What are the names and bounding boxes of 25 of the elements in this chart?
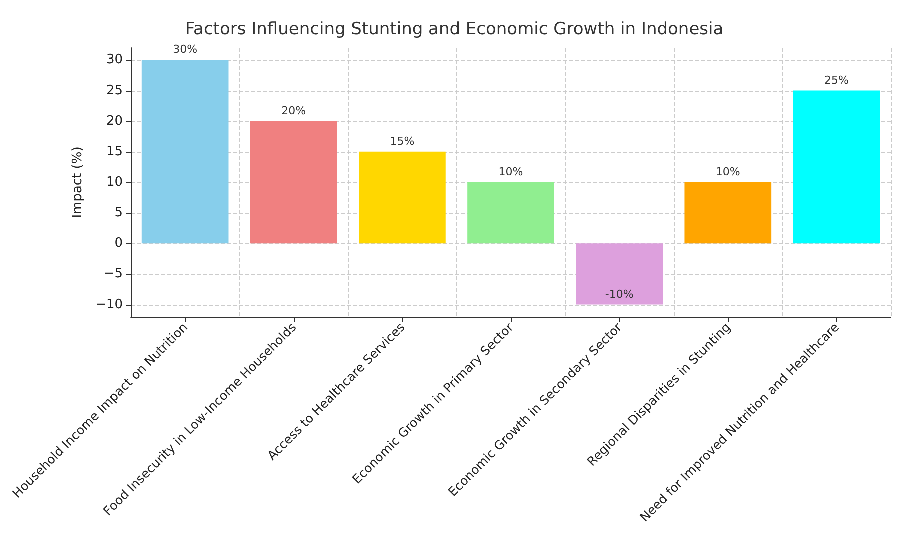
bar [793, 90, 880, 244]
y-tick-label: 30 [106, 52, 124, 68]
y-axis-title: Impact (%) [70, 146, 86, 218]
bar [250, 121, 338, 244]
y-tick-label: 20 [106, 114, 124, 129]
y-tick-label: −5 [104, 266, 124, 282]
bar [576, 244, 664, 305]
bar [468, 182, 554, 244]
data-label: -10% [605, 288, 634, 301]
chart-title: Factors Influencing Stunting and Economic Growth in Indonesia [185, 20, 724, 40]
y-tick-label: 5 [114, 206, 124, 221]
data-label: 15% [390, 134, 415, 148]
bar [142, 60, 229, 244]
bar [684, 182, 772, 244]
y-tick-label: 0 [114, 236, 124, 252]
data-label: 10% [498, 166, 524, 178]
y-tick-label: 25 [106, 83, 124, 98]
bar [359, 152, 446, 244]
data-label: 25% [824, 74, 849, 87]
y-tick-label: 15 [106, 144, 124, 160]
data-label: 30% [173, 43, 198, 56]
data-label: 10% [716, 166, 740, 178]
y-tick-label: 10 [106, 175, 124, 190]
y-tick-label: −10 [96, 297, 124, 312]
data-label: 20% [282, 104, 306, 118]
